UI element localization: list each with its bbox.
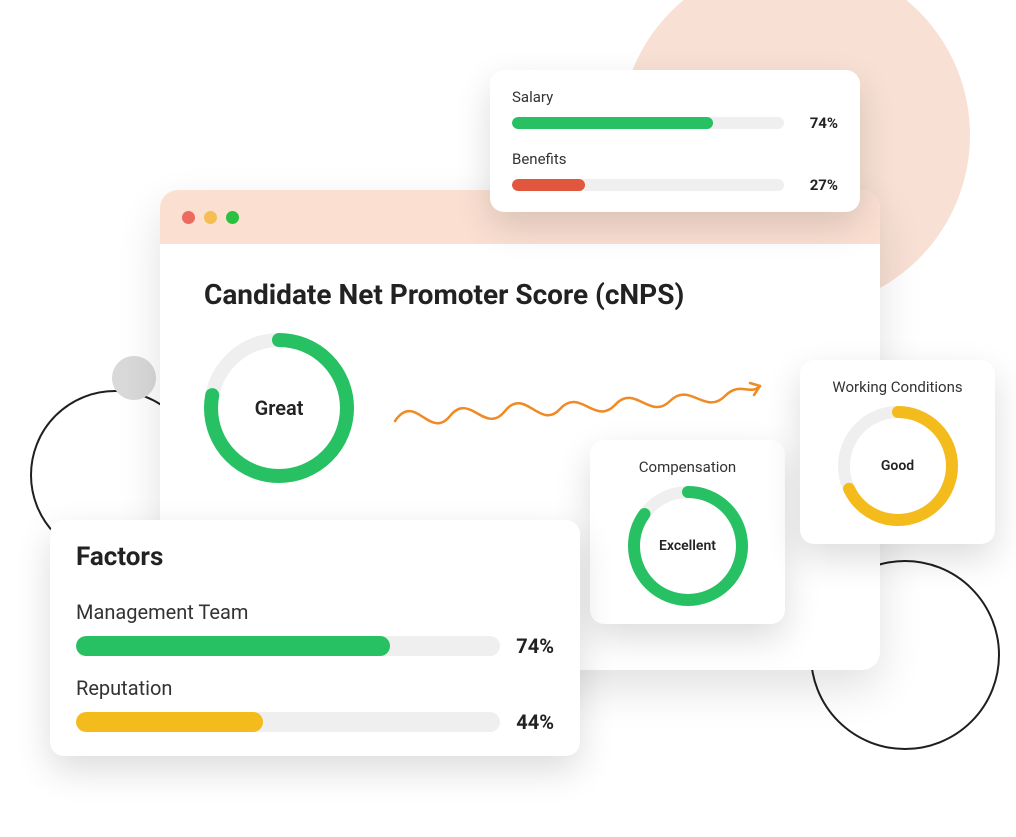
progress-item: Salary 74%: [512, 88, 838, 132]
compensation-gauge: Excellent: [628, 486, 748, 606]
progress-percent: 44%: [514, 710, 554, 734]
cnps-gauge: Great: [204, 333, 354, 483]
progress-label: Management Team: [76, 600, 554, 624]
dashboard-stage: Candidate Net Promoter Score (cNPS) Grea…: [0, 0, 1016, 837]
progress-fill: [76, 636, 390, 656]
progress-fill: [512, 179, 585, 191]
progress-track: [76, 712, 500, 732]
progress-label: Salary: [512, 88, 838, 106]
progress-label: Benefits: [512, 150, 838, 168]
progress-item: Benefits 27%: [512, 150, 838, 194]
traffic-light-yellow-icon: [204, 211, 217, 224]
progress-item: Reputation 44%: [76, 676, 554, 734]
progress-percent: 27%: [798, 176, 838, 194]
progress-fill: [512, 117, 713, 129]
progress-list: Salary 74% Benefits 27%: [512, 88, 838, 194]
progress-percent: 74%: [798, 114, 838, 132]
progress-fill: [76, 712, 263, 732]
compensation-card: Compensation Excellent: [590, 440, 785, 624]
progress-track: [512, 117, 784, 129]
traffic-light-green-icon: [226, 211, 239, 224]
factors-card: Factors Management Team 74% Reputation 44%: [50, 520, 580, 756]
trend-sparkline: [390, 371, 836, 445]
working-conditions-card: Working Conditions Good: [800, 360, 995, 544]
progress-percent: 74%: [514, 634, 554, 658]
page-title: Candidate Net Promoter Score (cNPS): [204, 278, 836, 311]
decor-dot-grey: [112, 356, 156, 400]
salary-benefits-card: Salary 74% Benefits 27%: [490, 70, 860, 212]
factors-title: Factors: [76, 542, 554, 572]
progress-track: [76, 636, 500, 656]
progress-label: Reputation: [76, 676, 554, 700]
working-conditions-gauge: Good: [838, 406, 958, 526]
compensation-title: Compensation: [612, 458, 763, 476]
factors-progress-list: Management Team 74% Reputation 44%: [76, 600, 554, 734]
traffic-light-red-icon: [182, 211, 195, 224]
working-conditions-title: Working Conditions: [822, 378, 973, 396]
progress-item: Management Team 74%: [76, 600, 554, 658]
progress-track: [512, 179, 784, 191]
trend-arrow-icon: [390, 371, 770, 441]
